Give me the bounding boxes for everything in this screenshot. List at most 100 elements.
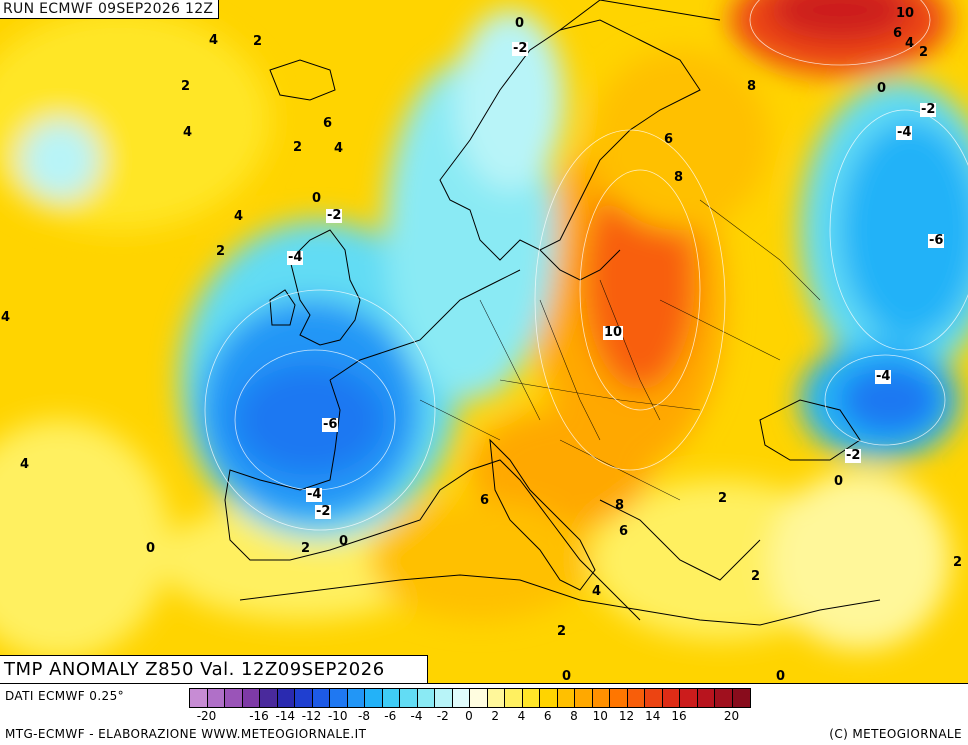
color-scale-tick-label: 4 [517,709,526,723]
color-scale-tick-label: -2 [436,709,449,723]
isotherm-label: 6 [323,116,333,131]
color-scale-tick-label: 14 [645,709,661,723]
isotherm-label: 4 [592,584,602,599]
color-swatch [435,689,453,707]
color-swatch [505,689,523,707]
color-swatch [610,689,628,707]
isotherm-label: 2 [253,34,263,49]
isotherm-label: -4 [896,125,913,140]
isotherm-label: 0 [834,474,844,489]
isotherm-label: -4 [306,487,323,502]
isotherm-label: 2 [293,140,303,155]
isotherm-label: 2 [718,491,728,506]
isotherm-label: -6 [928,233,945,248]
color-swatch [522,689,540,707]
isotherm-label: 0 [515,16,525,31]
color-swatch [312,689,330,707]
color-swatch [330,689,348,707]
color-scale-tick-label: 12 [618,709,635,723]
color-scale-tick-label: 2 [491,709,500,723]
isotherm-label: 2 [919,45,929,60]
isotherm-label: -6 [322,417,339,432]
anomaly-field-shading [0,0,968,660]
isotherm-label: 6 [664,132,674,147]
isotherm-label: 10 [603,325,624,340]
color-scale-tick-label: -10 [327,709,348,723]
isotherm-label: 0 [146,541,156,556]
color-swatch [680,689,698,707]
map-canvas [0,0,968,683]
isotherm-label: -2 [512,41,529,56]
isotherm-label: 0 [877,81,887,96]
isotherm-label: 4 [209,33,219,48]
isotherm-label: 2 [301,541,311,556]
color-swatch [207,689,225,707]
color-swatch [697,689,715,707]
isotherm-label: -2 [315,504,332,519]
isotherm-label: 4 [20,457,30,472]
color-scale-bar [189,688,751,708]
legend: DATI ECMWF 0.25° -20 -16 -14 -12 -10 -8 -6 -4 -2… [0,684,968,745]
isotherm-label: -2 [920,102,937,117]
credits-left: MTG-ECMWF - ELABORAZIONE WWW.METEOGIORNA… [5,727,367,741]
isotherm-label: 2 [953,555,963,570]
color-scale-tick-label: -8 [358,709,370,723]
data-source-label: DATI ECMWF 0.25° [5,689,125,703]
isotherm-label: 8 [747,79,757,94]
color-swatch [225,689,243,707]
color-scale-tick-label: 6 [543,709,552,723]
color-swatch [242,689,260,707]
color-scale-tick-label: 0 [465,709,473,723]
color-swatch [557,689,575,707]
color-swatch [190,689,208,707]
color-swatch [347,689,365,707]
color-scale-tick-label: 20 [723,709,740,723]
isotherm-label: -4 [875,369,892,384]
isotherm-label: 4 [905,36,915,51]
isotherm-label: 4 [234,209,244,224]
color-swatch [592,689,610,707]
color-scale-tick-label: 8 [570,709,578,723]
color-scale-tick-label: -6 [384,709,397,723]
isotherm-label: 2 [557,624,567,639]
isotherm-label: -2 [845,448,862,463]
isotherm-label: -2 [326,208,343,223]
color-swatch [540,689,558,707]
isotherms [204,0,968,531]
coastlines [224,0,881,626]
isotherm-label: 6 [893,26,903,41]
isotherm-label: 6 [619,524,629,539]
color-swatch [417,689,435,707]
isotherm-label: 2 [216,244,226,259]
color-swatch [400,689,418,707]
color-scale-tick-label: -16 [249,709,269,723]
isotherm-label: 6 [480,493,490,508]
isotherm-label: 4 [183,125,193,140]
color-swatch [452,689,470,707]
color-swatch [470,689,488,707]
isotherm-label: 0 [562,669,572,684]
product-label: TMP ANOMALY Z850 Val. 12Z09SEP2026 [0,655,428,683]
color-swatch [260,689,278,707]
color-swatch [732,689,750,707]
country-borders [419,199,821,501]
color-scale-tick-label: -12 [301,709,322,723]
isotherm-label: 2 [751,569,761,584]
isotherm-label: 0 [776,669,786,684]
isotherm-label: 4 [334,141,344,156]
temperature-anomaly-map: RUN ECMWF 09SEP2026 12Z 0 -2 10 6 4 2 4 … [0,0,968,684]
color-scale-tick-label: -4 [410,709,423,723]
color-scale-tick-label: -14 [275,709,296,723]
isotherm-label: 8 [674,170,684,185]
color-swatch [627,689,645,707]
color-swatch [382,689,400,707]
color-scale-tick-label: -20 [196,709,217,723]
color-swatch [645,689,663,707]
color-swatch [365,689,383,707]
isotherm-label: 8 [615,498,625,513]
isotherm-label: 0 [339,534,349,549]
isotherm-label: 4 [1,310,11,325]
color-swatch [662,689,680,707]
color-swatch [487,689,505,707]
color-swatch [575,689,593,707]
